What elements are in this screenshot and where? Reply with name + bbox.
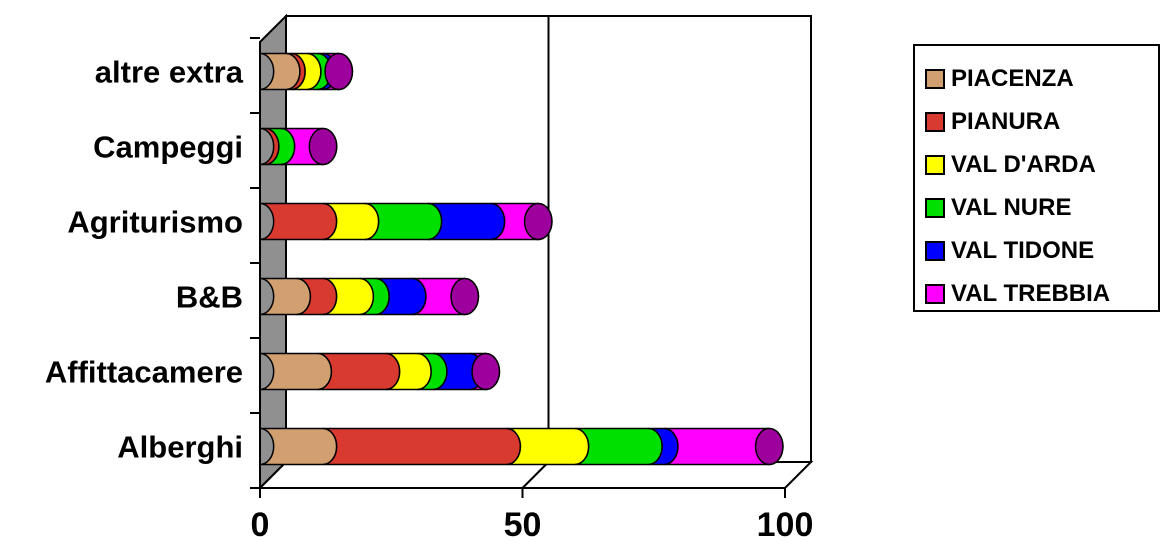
category-label: Affittacamere [45, 355, 243, 390]
legend-swatch-pianura [925, 112, 945, 132]
legend-item: VAL D'ARDA [925, 148, 1096, 182]
legend-item: PIACENZA [925, 62, 1074, 96]
legend-item: PIANURA [925, 105, 1060, 139]
bar-segment [322, 427, 522, 466]
bar-end-cap [308, 127, 338, 166]
category-label: Campeggi [93, 130, 243, 165]
legend-label: VAL TIDONE [951, 237, 1095, 264]
legend-item: VAL TREBBIA [925, 277, 1110, 311]
gridline [521, 461, 550, 489]
bar-segment [574, 427, 663, 466]
category-label: altre extra [95, 55, 244, 90]
legend-swatch-val-darda [925, 155, 945, 175]
legend-swatch-piacenza [925, 69, 945, 89]
x-tick-label: 0 [251, 506, 270, 544]
category-label: B&B [176, 280, 243, 315]
legend-label: PIACENZA [951, 65, 1074, 92]
bar-end-cap [450, 277, 480, 316]
bar-end-cap [324, 52, 354, 91]
x-axis-ticks: 0 50 100 [250, 37, 814, 544]
legend-swatch-val-trebbia [925, 284, 945, 304]
legend-item: VAL NURE [925, 191, 1071, 225]
legend-label: VAL D'ARDA [951, 151, 1096, 178]
bar-end-cap [523, 202, 553, 241]
x-tick-label: 100 [757, 506, 814, 544]
bar-end-cap [471, 352, 501, 391]
legend-swatch-val-nure [925, 198, 945, 218]
category-label: Alberghi [117, 430, 243, 465]
legend-swatch-val-tidone [925, 241, 945, 261]
category-label: Agriturismo [67, 205, 243, 240]
legend-label: PIANURA [951, 108, 1061, 135]
legend-label: VAL TREBBIA [951, 280, 1111, 307]
category-labels: Alberghi Affittacamere B&B Agriturismo Campe… [45, 55, 244, 465]
legend: PIACENZA PIANURA VAL D'ARDA VAL NURE VAL… [913, 44, 1160, 312]
chart-bars [259, 52, 784, 466]
legend-label: VAL NURE [951, 194, 1072, 221]
x-tick-label: 50 [504, 506, 542, 544]
legend-item: VAL TIDONE [925, 234, 1094, 268]
bar-end-cap [754, 427, 784, 466]
